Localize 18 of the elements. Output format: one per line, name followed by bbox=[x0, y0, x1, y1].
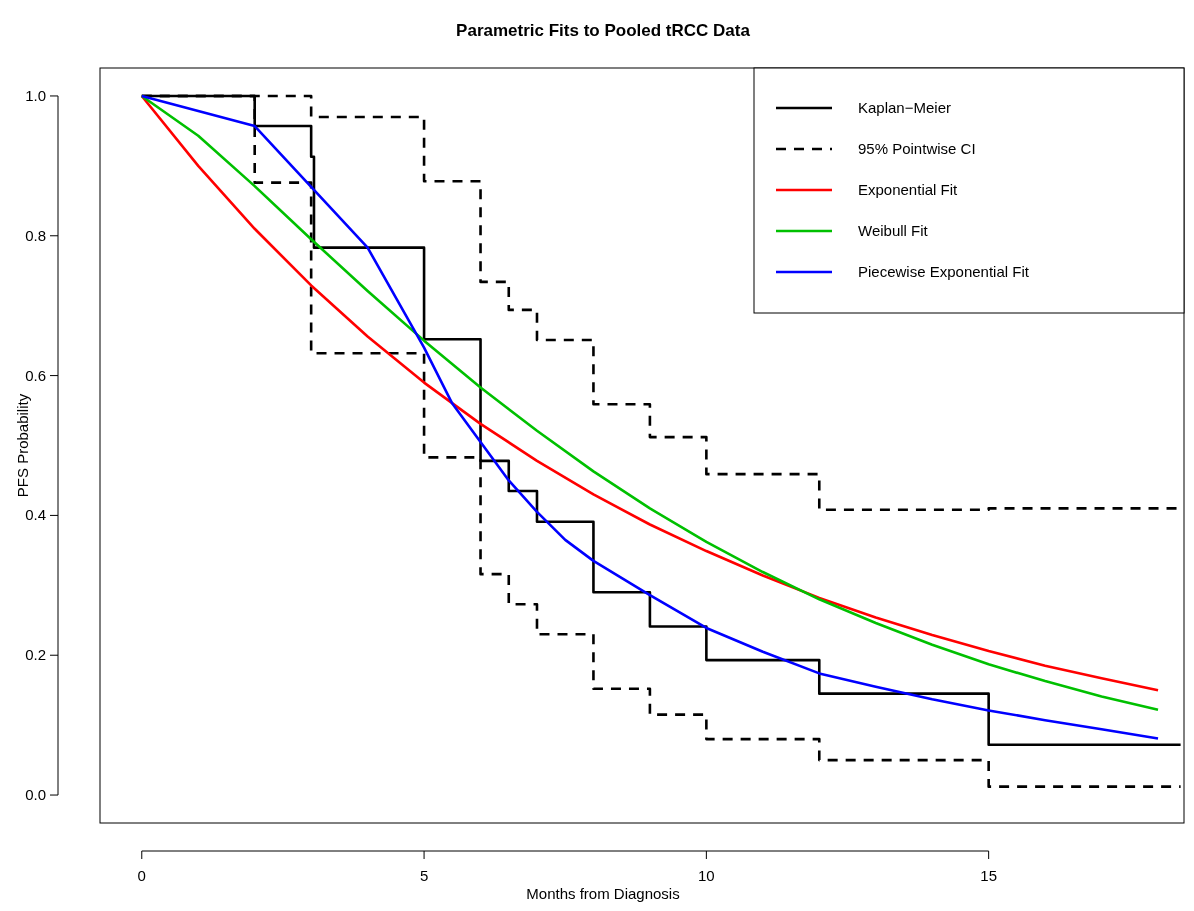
y-tick-label: 0.6 bbox=[25, 366, 46, 384]
x-axis-title: Months from Diagnosis bbox=[526, 885, 680, 902]
legend-label: 95% Pointwise CI bbox=[858, 140, 976, 157]
legend-label: Exponential Fit bbox=[858, 181, 959, 198]
y-tick-label: 0.8 bbox=[25, 226, 46, 244]
x-tick-label: 5 bbox=[419, 867, 429, 884]
legend-label: Piecewise Exponential Fit bbox=[858, 263, 1030, 280]
legend-label: Weibull Fit bbox=[858, 222, 929, 239]
legend-label: Kaplan−Meier bbox=[858, 99, 951, 116]
x-tick-label: 0 bbox=[137, 867, 146, 884]
chart-title: Parametric Fits to Pooled tRCC Data bbox=[456, 21, 751, 40]
x-tick-label: 10 bbox=[698, 867, 715, 884]
y-tick-label: 1.0 bbox=[25, 86, 46, 104]
y-tick-label: 0.2 bbox=[25, 646, 46, 664]
x-tick-label: 15 bbox=[980, 867, 997, 884]
y-tick-label: 0.0 bbox=[25, 786, 46, 804]
y-tick-label: 0.4 bbox=[25, 506, 46, 524]
y-axis-title: PFS Probability bbox=[14, 393, 31, 498]
